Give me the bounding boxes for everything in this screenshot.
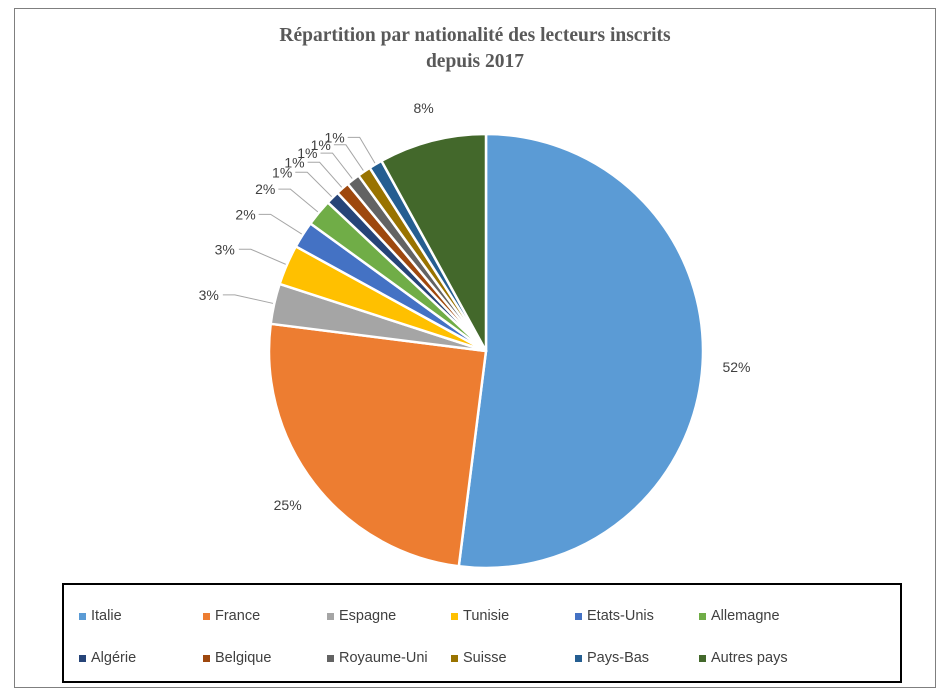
data-label-algerie: 1% [272,164,292,180]
data-labels: 52%25%3%3%2%2%1%1%1%1%1%8% [199,100,751,513]
legend-item-suisse: Suisse [451,650,507,666]
chart-title-line-1: Répartition par nationalité des lecteurs… [279,25,671,46]
leader-line-belgique [307,161,345,191]
legend-label: Suisse [463,650,507,666]
legend-item-belgique: Belgique [203,650,271,666]
legend-swatch [699,654,706,662]
legend-label: Tunisie [463,608,510,624]
chart-area: Répartition par nationalité des lecteurs… [14,8,936,688]
legend-item-tunisie: Tunisie [451,608,509,624]
leader-line-espagne [222,294,278,305]
data-label-allemagne: 2% [255,181,275,197]
data-label-france: 25% [274,497,302,513]
leader-line-pays-bas [347,136,378,168]
legend-swatch [575,612,582,620]
data-label-royaume-uni: 1% [297,145,317,161]
chart-title: Répartition par nationalité des lecteurs… [15,23,935,75]
legend-label: Royaume-Uni [339,650,428,666]
legend-swatch [203,612,210,620]
legend-label: Pays-Bas [587,650,650,666]
legend-swatch [79,654,86,662]
legend-swatch [451,654,458,662]
legend-item-allemagne: Allemagne [699,608,780,624]
pie-slice-italie [457,132,705,570]
legend-label: Espagne [339,608,397,624]
legend-label: Allemagne [711,608,780,624]
legend-item-etats-unis: Etats-Unis [575,608,654,624]
legend-swatch [203,654,210,662]
legend-item-italie: Italie [79,608,122,624]
legend-label: Algérie [91,650,137,666]
legend-item-royaume-uni: Royaume-Uni [327,650,428,666]
data-label-belgique: 1% [284,154,304,170]
leader-line-royaume-uni [320,152,356,183]
legend-swatch [327,654,334,662]
legend-label: France [215,608,261,624]
legend-label: Belgique [215,650,272,666]
legend-swatch [699,612,706,620]
data-label-etats-unis: 2% [235,206,255,222]
chart-title-line-2: depuis 2017 [425,51,525,72]
data-label-suisse: 1% [311,137,331,153]
data-label-autres-pays: 8% [413,100,433,116]
legend-item-algerie: Algérie [79,650,136,666]
legend-item-pays-bas: Pays-Bas [575,650,649,666]
legend: Italie France Espagne Tunisie Etats-Unis Alle… [62,583,902,683]
legend-swatch [451,612,458,620]
legend-item-france: France [203,608,260,624]
pie-chart: 52%25%3%3%2%2%1%1%1%1%1%8% [199,100,751,570]
legend-item-espagne: Espagne [327,608,396,624]
leader-line-suisse [333,144,367,175]
legend-item-autres-pays: Autres pays [699,650,788,666]
legend-label: Autres pays [711,650,788,666]
leader-lines [222,136,378,305]
legend-label: Etats-Unis [587,608,654,624]
pie-slice-france [267,322,488,568]
leader-line-etats-unis [258,213,306,237]
legend-label: Italie [91,608,122,624]
data-label-pays-bas: 1% [324,129,344,145]
data-label-tunisie: 3% [215,241,235,257]
leader-line-algerie [295,171,336,201]
data-label-italie: 52% [722,359,750,375]
pie-slice-autres-pays [380,132,488,353]
pie-slices [267,132,705,570]
data-label-espagne: 3% [199,287,219,303]
legend-swatch [327,612,334,620]
legend-swatch [79,612,86,620]
legend-swatch [575,654,582,662]
leader-line-allemagne [278,188,322,215]
leader-line-tunisie [238,248,290,267]
